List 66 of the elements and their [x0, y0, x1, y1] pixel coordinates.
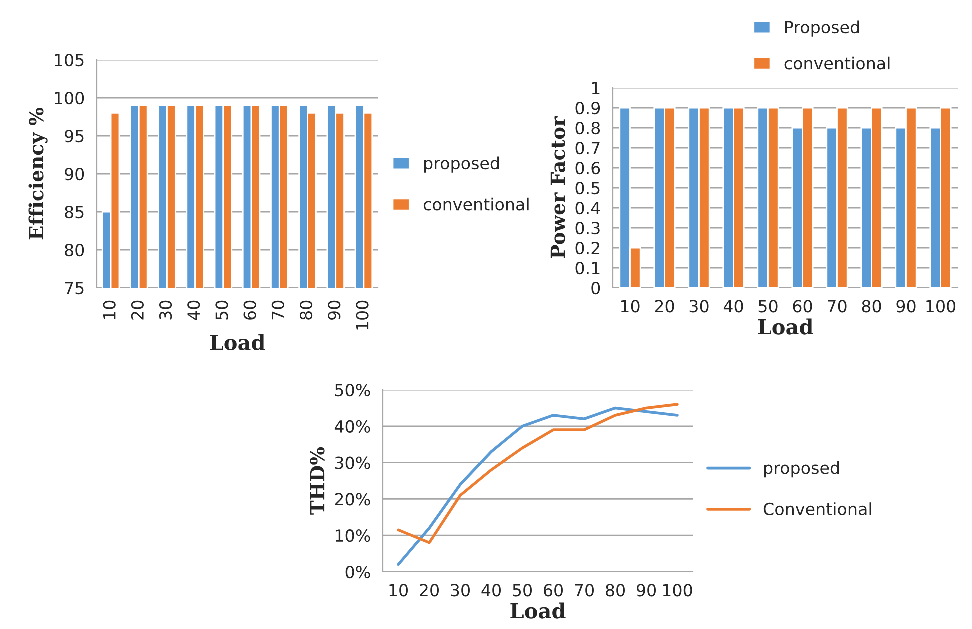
- y-axis-title: THD%: [310, 447, 325, 515]
- x-tick-label: 70: [272, 300, 284, 320]
- x-tick-label: 40: [188, 300, 200, 320]
- x-tick-label: 20: [420, 584, 439, 597]
- y-tick-label: 0.9: [576, 102, 600, 115]
- x-tick-label: 90: [636, 584, 656, 597]
- x-tick-label: 30: [159, 300, 172, 320]
- x-tick-label: 30: [690, 300, 709, 313]
- y-tick-label: 0%: [346, 566, 370, 579]
- y-tick-label: 30%: [335, 456, 370, 470]
- y-tick-label: 40%: [334, 420, 370, 433]
- y-tick-label: 0.5: [576, 182, 600, 195]
- x-tick-label: 80: [300, 300, 313, 320]
- x-tick-label: 100: [926, 300, 956, 313]
- y-axis-title: Power Factor: [550, 116, 566, 258]
- y-tick-label: 0.8: [576, 122, 600, 135]
- y-tick-label: 75: [65, 282, 84, 295]
- x-axis-title: Load: [210, 334, 266, 351]
- x-tick-label: 10: [103, 300, 116, 320]
- y-tick-label: 85: [65, 206, 84, 219]
- y-tick-label: 0: [592, 282, 600, 295]
- x-tick-label: 10: [390, 584, 408, 597]
- x-tick-label: 80: [606, 584, 625, 597]
- y-tick-label: 1: [592, 82, 600, 94]
- line-series: [397, 406, 679, 566]
- x-tick-label: 50: [758, 300, 778, 313]
- x-tick-label: 60: [793, 300, 812, 313]
- y-tick-label: 0.4: [576, 202, 600, 215]
- x-tick-label: 20: [655, 300, 674, 313]
- y-tick-label: 0.1: [576, 262, 600, 275]
- legend-label: conventional: [784, 56, 890, 70]
- legend-label: proposed: [424, 156, 500, 173]
- x-tick-label: 40: [724, 300, 744, 313]
- x-tick-label: 50: [513, 584, 532, 597]
- y-axis-title: Efficiency %: [28, 108, 48, 240]
- x-axis-title: Load: [758, 318, 814, 335]
- y-tick-label: 0.7: [576, 142, 600, 155]
- x-tick-label: 30: [451, 584, 470, 597]
- y-tick-label: 105: [55, 54, 84, 67]
- x-tick-label: 40: [482, 584, 501, 597]
- line-series: [397, 403, 679, 544]
- legend-label: proposed: [764, 461, 840, 478]
- y-tick-label: 20%: [335, 493, 370, 506]
- x-tick-label: 90: [896, 300, 916, 313]
- y-tick-label: 0.2: [576, 242, 600, 255]
- y-tick-label: 100: [55, 92, 84, 105]
- y-tick-label: 50%: [335, 384, 370, 397]
- x-tick-label: 70: [828, 300, 847, 313]
- x-tick-label: 50: [216, 300, 228, 320]
- legend-label: conventional: [424, 198, 529, 211]
- y-tick-label: 0.3: [576, 222, 600, 235]
- x-tick-label: 60: [244, 300, 256, 320]
- x-axis-title: Load: [510, 602, 566, 619]
- x-tick-label: 60: [544, 584, 563, 597]
- x-tick-label: 100: [663, 584, 692, 597]
- x-tick-label: 80: [862, 300, 882, 313]
- y-tick-label: 10%: [336, 530, 370, 542]
- x-tick-label: 20: [131, 300, 144, 320]
- legend-label: Conventional: [764, 502, 872, 516]
- y-tick-label: 0.6: [576, 162, 600, 175]
- x-tick-label: 10: [621, 300, 640, 313]
- y-tick-label: 90: [65, 168, 84, 181]
- x-tick-label: 70: [575, 584, 594, 597]
- y-tick-label: 80: [65, 244, 84, 257]
- y-tick-label: 95: [65, 130, 84, 143]
- legend-label: Proposed: [786, 20, 860, 37]
